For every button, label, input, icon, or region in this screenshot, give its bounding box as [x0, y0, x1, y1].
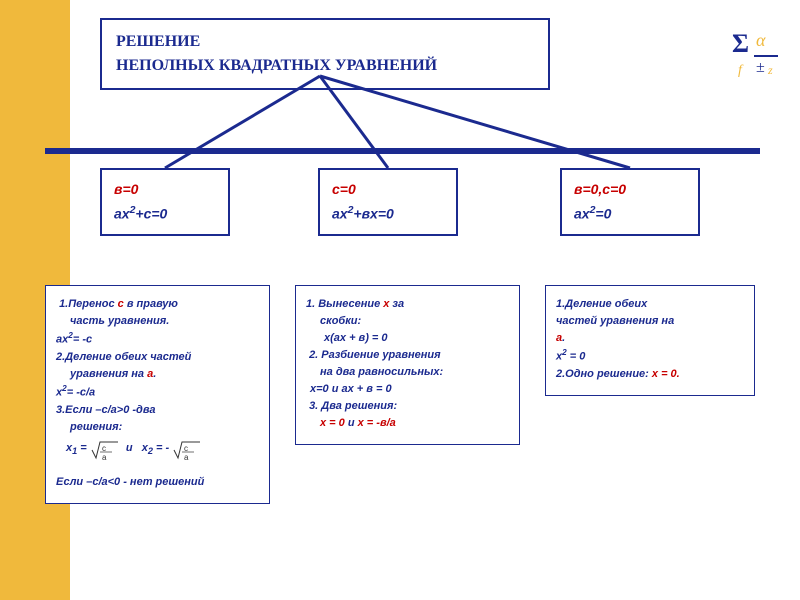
case-condition: с=0	[332, 178, 444, 202]
case-equation: ах2+вх=0	[332, 202, 444, 226]
svg-text:α: α	[756, 30, 766, 50]
equation: х(ах + в) = 0	[306, 330, 509, 347]
svg-text:z: z	[767, 63, 773, 77]
case-equation: ах2=0	[574, 202, 686, 226]
detail-box-3: 1.Деление обеих частей уравнения на а. х…	[545, 285, 755, 396]
sqrt-icon: са _	[90, 438, 120, 462]
step: 3. Два решения:	[306, 398, 509, 415]
svg-text:±: ±	[756, 59, 765, 76]
step: 2.Деление обеих частей уравнения на а.	[56, 349, 259, 383]
step: 1.Перенос с в правую часть уравнения.	[56, 296, 259, 330]
case-condition: в=0	[114, 178, 216, 202]
svg-text:_: _	[183, 438, 188, 443]
title-line1: РЕШЕНИЕ	[116, 30, 534, 54]
step: 2. Разбиение уравнения на два равносильн…	[306, 347, 509, 381]
svg-text:а: а	[184, 453, 189, 462]
solutions: х = 0 и х = -в/а	[306, 415, 509, 432]
case-box-b0: в=0 ах2+с=0	[100, 168, 230, 236]
equation: х2= -с/а	[56, 383, 259, 402]
sqrt-icon: са _	[172, 438, 202, 462]
step: 1.Деление обеих частей уравнения на а.	[556, 296, 744, 347]
title-box: РЕШЕНИЕ НЕПОЛНЫХ КВАДРАТНЫХ УРАВНЕНИЙ	[100, 18, 550, 90]
equation: х=0 и ах + в = 0	[306, 381, 509, 398]
step: 1. Вынесение х за скобки:	[306, 296, 509, 330]
case-box-c0: с=0 ах2+вх=0	[318, 168, 458, 236]
case-condition: в=0,с=0	[574, 178, 686, 202]
detail-box-1: 1.Перенос с в правую часть уравнения. ах…	[45, 285, 270, 504]
horizontal-divider	[45, 148, 760, 154]
step: 2.Одно решение: х = 0.	[556, 366, 744, 383]
svg-text:с: с	[184, 444, 188, 453]
svg-text:с: с	[102, 444, 106, 453]
step: 3.Если –с/а>0 -два решения:	[56, 402, 259, 436]
equation: ах2= -с	[56, 330, 259, 349]
case-box-bc0: в=0,с=0 ах2=0	[560, 168, 700, 236]
math-logo-icon: Σ α f ± z	[726, 30, 782, 78]
svg-text:а: а	[102, 453, 107, 462]
case-equation: ах2+с=0	[114, 202, 216, 226]
solutions: х1 = са_ и х2 = - са_	[56, 436, 259, 460]
title-line2: НЕПОЛНЫХ КВАДРАТНЫХ УРАВНЕНИЙ	[116, 54, 534, 78]
equation: х2 = 0	[556, 347, 744, 366]
svg-text:f: f	[738, 63, 744, 78]
svg-text:Σ: Σ	[732, 30, 749, 58]
svg-text:_: _	[101, 438, 106, 443]
no-solution: Если –с/а<0 - нет решений	[56, 474, 259, 491]
detail-box-2: 1. Вынесение х за скобки: х(ах + в) = 0 …	[295, 285, 520, 445]
